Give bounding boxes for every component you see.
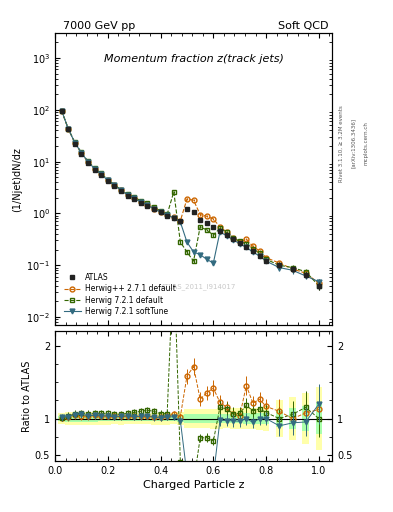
Text: mcplots.cern.ch: mcplots.cern.ch bbox=[363, 121, 368, 165]
Text: [arXiv:1306.3436]: [arXiv:1306.3436] bbox=[351, 118, 356, 168]
Y-axis label: Ratio to ATLAS: Ratio to ATLAS bbox=[22, 360, 32, 432]
Text: Momentum fraction z(track jets): Momentum fraction z(track jets) bbox=[104, 54, 283, 63]
Text: Soft QCD: Soft QCD bbox=[278, 20, 328, 31]
Legend: ATLAS, Herwig++ 2.7.1 default, Herwig 7.2.1 default, Herwig 7.2.1 softTune: ATLAS, Herwig++ 2.7.1 default, Herwig 7.… bbox=[62, 271, 178, 318]
Text: Rivet 3.1.10, ≥ 3.2M events: Rivet 3.1.10, ≥ 3.2M events bbox=[339, 105, 344, 182]
Y-axis label: (1/Njet)dN/dz: (1/Njet)dN/dz bbox=[12, 147, 22, 211]
Text: ATLAS_2011_I914017: ATLAS_2011_I914017 bbox=[162, 283, 237, 290]
Text: 7000 GeV pp: 7000 GeV pp bbox=[63, 20, 135, 31]
X-axis label: Charged Particle z: Charged Particle z bbox=[143, 480, 244, 490]
